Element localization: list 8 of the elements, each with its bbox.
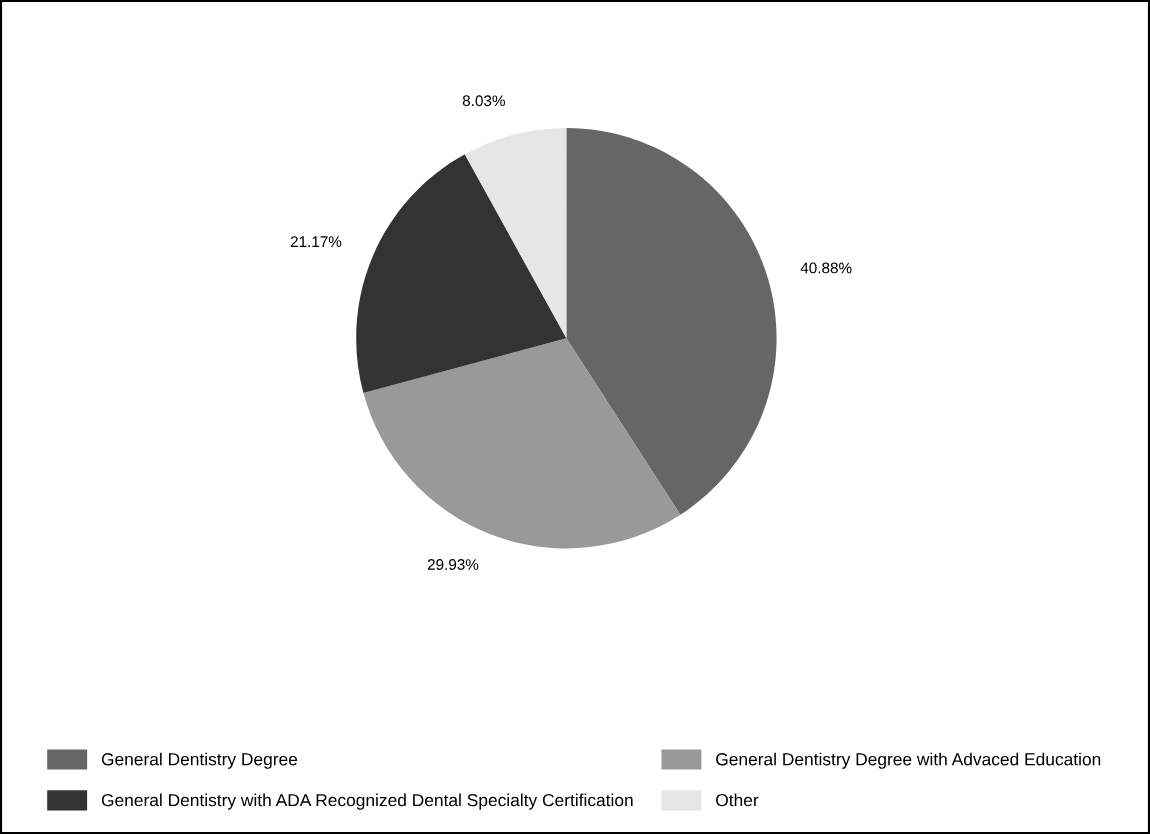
data-label: 29.93% bbox=[427, 559, 479, 570]
legend-label: General Dentistry Degree with Advaced Education bbox=[716, 752, 1101, 769]
legend-label: General Dentistry with ADA Recognized Dental Specialty Certification bbox=[101, 793, 633, 810]
data-label: 8.03% bbox=[462, 95, 505, 107]
legend-label: Other bbox=[716, 793, 759, 807]
data-label: 40.88% bbox=[800, 262, 852, 274]
data-label: 21.17% bbox=[290, 236, 342, 247]
legend-label: General Dentistry Degree bbox=[101, 752, 298, 769]
